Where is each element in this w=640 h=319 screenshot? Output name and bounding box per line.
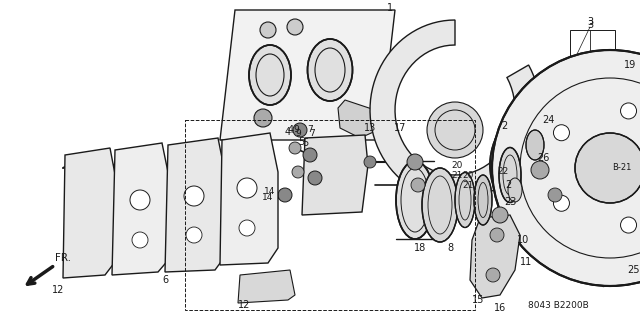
Circle shape (521, 180, 532, 192)
Text: 11: 11 (520, 257, 532, 267)
Circle shape (521, 138, 532, 151)
Circle shape (554, 195, 570, 211)
Circle shape (621, 217, 637, 233)
Circle shape (554, 125, 570, 141)
Circle shape (490, 100, 620, 230)
Text: 24: 24 (542, 115, 554, 125)
Circle shape (411, 178, 425, 192)
Circle shape (130, 190, 150, 210)
Circle shape (621, 103, 637, 119)
Circle shape (492, 50, 640, 286)
Text: 4: 4 (288, 125, 294, 135)
Circle shape (254, 109, 272, 127)
Ellipse shape (396, 161, 434, 239)
Text: 14: 14 (264, 188, 276, 197)
Text: 8: 8 (447, 243, 453, 253)
Ellipse shape (249, 45, 291, 105)
Text: 20: 20 (451, 160, 463, 169)
Circle shape (237, 178, 257, 198)
Text: 21: 21 (451, 170, 463, 180)
Text: 5: 5 (302, 138, 308, 148)
Circle shape (486, 268, 500, 282)
Bar (320, 155, 350, 195)
Circle shape (278, 188, 292, 202)
Polygon shape (112, 143, 170, 275)
Text: 19: 19 (624, 60, 636, 70)
Text: 6: 6 (162, 275, 168, 285)
Text: 8043 B2200B: 8043 B2200B (527, 300, 588, 309)
Ellipse shape (422, 168, 458, 242)
Ellipse shape (455, 173, 475, 227)
Text: 20: 20 (462, 170, 474, 180)
Text: 9: 9 (295, 129, 301, 137)
Circle shape (490, 228, 504, 242)
Circle shape (584, 159, 596, 171)
Ellipse shape (508, 178, 522, 202)
Text: 18: 18 (414, 243, 426, 253)
Polygon shape (338, 100, 378, 138)
Polygon shape (370, 20, 540, 200)
Circle shape (186, 227, 202, 243)
Circle shape (287, 19, 303, 35)
Polygon shape (63, 148, 118, 278)
Polygon shape (302, 135, 368, 215)
Text: 16: 16 (494, 303, 506, 313)
Text: 13: 13 (364, 123, 376, 133)
Text: 5: 5 (298, 137, 304, 147)
Bar (570, 30, 615, 85)
Polygon shape (165, 138, 226, 272)
Circle shape (260, 22, 276, 38)
Ellipse shape (307, 39, 353, 101)
Polygon shape (470, 215, 520, 298)
Text: FR.: FR. (55, 253, 71, 263)
Circle shape (308, 171, 322, 185)
Circle shape (289, 142, 301, 154)
Text: 23: 23 (504, 197, 516, 207)
Text: 25: 25 (627, 265, 639, 275)
Text: 7: 7 (307, 125, 313, 135)
Circle shape (537, 147, 573, 183)
Circle shape (531, 161, 549, 179)
Circle shape (239, 220, 255, 236)
Text: 12: 12 (238, 300, 250, 310)
Circle shape (184, 186, 204, 206)
Text: 1: 1 (387, 3, 393, 13)
Text: 17: 17 (394, 123, 406, 133)
Text: 15: 15 (472, 295, 484, 305)
Circle shape (132, 232, 148, 248)
Text: 7: 7 (309, 129, 315, 137)
Ellipse shape (499, 147, 521, 203)
Circle shape (560, 126, 572, 138)
Text: 9: 9 (293, 125, 299, 135)
Ellipse shape (526, 130, 544, 160)
Text: 12: 12 (52, 285, 64, 295)
Text: 26: 26 (537, 153, 549, 163)
Text: 14: 14 (262, 194, 274, 203)
Polygon shape (238, 270, 295, 303)
Text: 21: 21 (462, 181, 474, 189)
Circle shape (492, 207, 508, 223)
Polygon shape (220, 133, 278, 265)
Text: 4: 4 (285, 127, 291, 137)
Circle shape (407, 154, 423, 170)
Text: B-21: B-21 (612, 164, 632, 173)
Text: 3: 3 (587, 17, 593, 27)
Circle shape (575, 133, 640, 203)
Text: 2: 2 (505, 180, 511, 190)
Text: 10: 10 (517, 235, 529, 245)
Ellipse shape (474, 175, 492, 225)
Circle shape (560, 192, 572, 204)
Text: 3: 3 (587, 20, 593, 30)
Circle shape (548, 188, 562, 202)
Circle shape (364, 156, 376, 168)
Circle shape (303, 148, 317, 162)
Text: 22: 22 (497, 167, 509, 176)
Text: 2: 2 (501, 121, 507, 131)
Circle shape (293, 123, 307, 137)
Circle shape (427, 102, 483, 158)
Polygon shape (220, 10, 395, 140)
Circle shape (292, 166, 304, 178)
